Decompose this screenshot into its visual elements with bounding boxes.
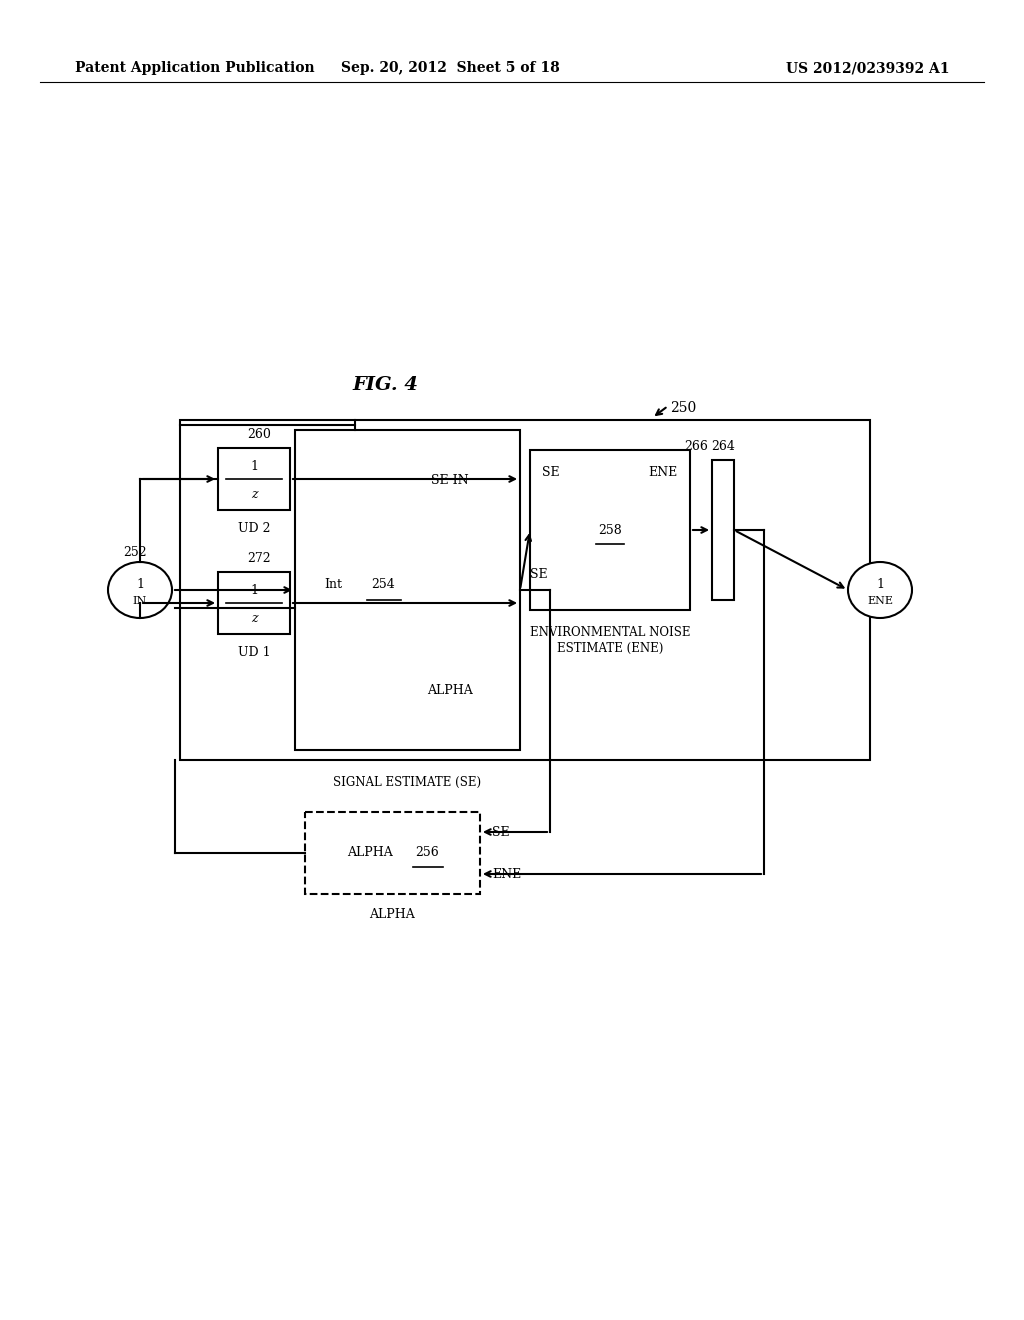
Bar [218, 572, 290, 634]
Text: ALPHA: ALPHA [369, 908, 415, 920]
Bar [295, 430, 520, 750]
Text: 254: 254 [371, 578, 395, 591]
Text: 250: 250 [670, 401, 696, 414]
Bar [530, 450, 690, 610]
Text: IN: IN [133, 597, 147, 606]
Text: ALPHA: ALPHA [427, 684, 473, 697]
Text: SE: SE [530, 569, 548, 582]
Text: FIG. 4: FIG. 4 [352, 376, 418, 393]
Text: Sep. 20, 2012  Sheet 5 of 18: Sep. 20, 2012 Sheet 5 of 18 [341, 61, 559, 75]
Bar [712, 459, 734, 601]
Text: ENVIRONMENTAL NOISE: ENVIRONMENTAL NOISE [529, 626, 690, 639]
Text: ENE: ENE [649, 466, 678, 479]
Text: 1: 1 [876, 578, 884, 590]
Text: UD 1: UD 1 [238, 645, 270, 659]
Bar [218, 447, 290, 510]
Text: Patent Application Publication: Patent Application Publication [75, 61, 314, 75]
Text: Int: Int [324, 578, 342, 591]
Text: 252: 252 [123, 545, 146, 558]
Text: 1: 1 [250, 459, 258, 473]
Text: UD 2: UD 2 [238, 521, 270, 535]
Text: 266: 266 [684, 440, 708, 453]
Bar [180, 420, 870, 760]
Text: SE: SE [492, 825, 510, 838]
Text: 256: 256 [415, 846, 439, 859]
Text: ALPHA: ALPHA [347, 846, 393, 859]
Text: SE: SE [542, 466, 560, 479]
Ellipse shape [108, 562, 172, 618]
Text: SE IN: SE IN [431, 474, 469, 487]
Text: ENE: ENE [492, 867, 521, 880]
Ellipse shape [848, 562, 912, 618]
Text: 1: 1 [250, 583, 258, 597]
Text: 272: 272 [247, 552, 270, 565]
Text: ENE: ENE [867, 597, 893, 606]
Text: 260: 260 [247, 428, 271, 441]
Text: US 2012/0239392 A1: US 2012/0239392 A1 [786, 61, 950, 75]
Text: z: z [251, 611, 257, 624]
Text: SIGNAL ESTIMATE (SE): SIGNAL ESTIMATE (SE) [333, 776, 481, 788]
Text: z: z [251, 487, 257, 500]
Text: 264: 264 [711, 440, 735, 453]
Text: ESTIMATE (ENE): ESTIMATE (ENE) [557, 642, 664, 655]
Bar [305, 812, 480, 894]
Text: 1: 1 [136, 578, 144, 590]
Text: 258: 258 [598, 524, 622, 536]
